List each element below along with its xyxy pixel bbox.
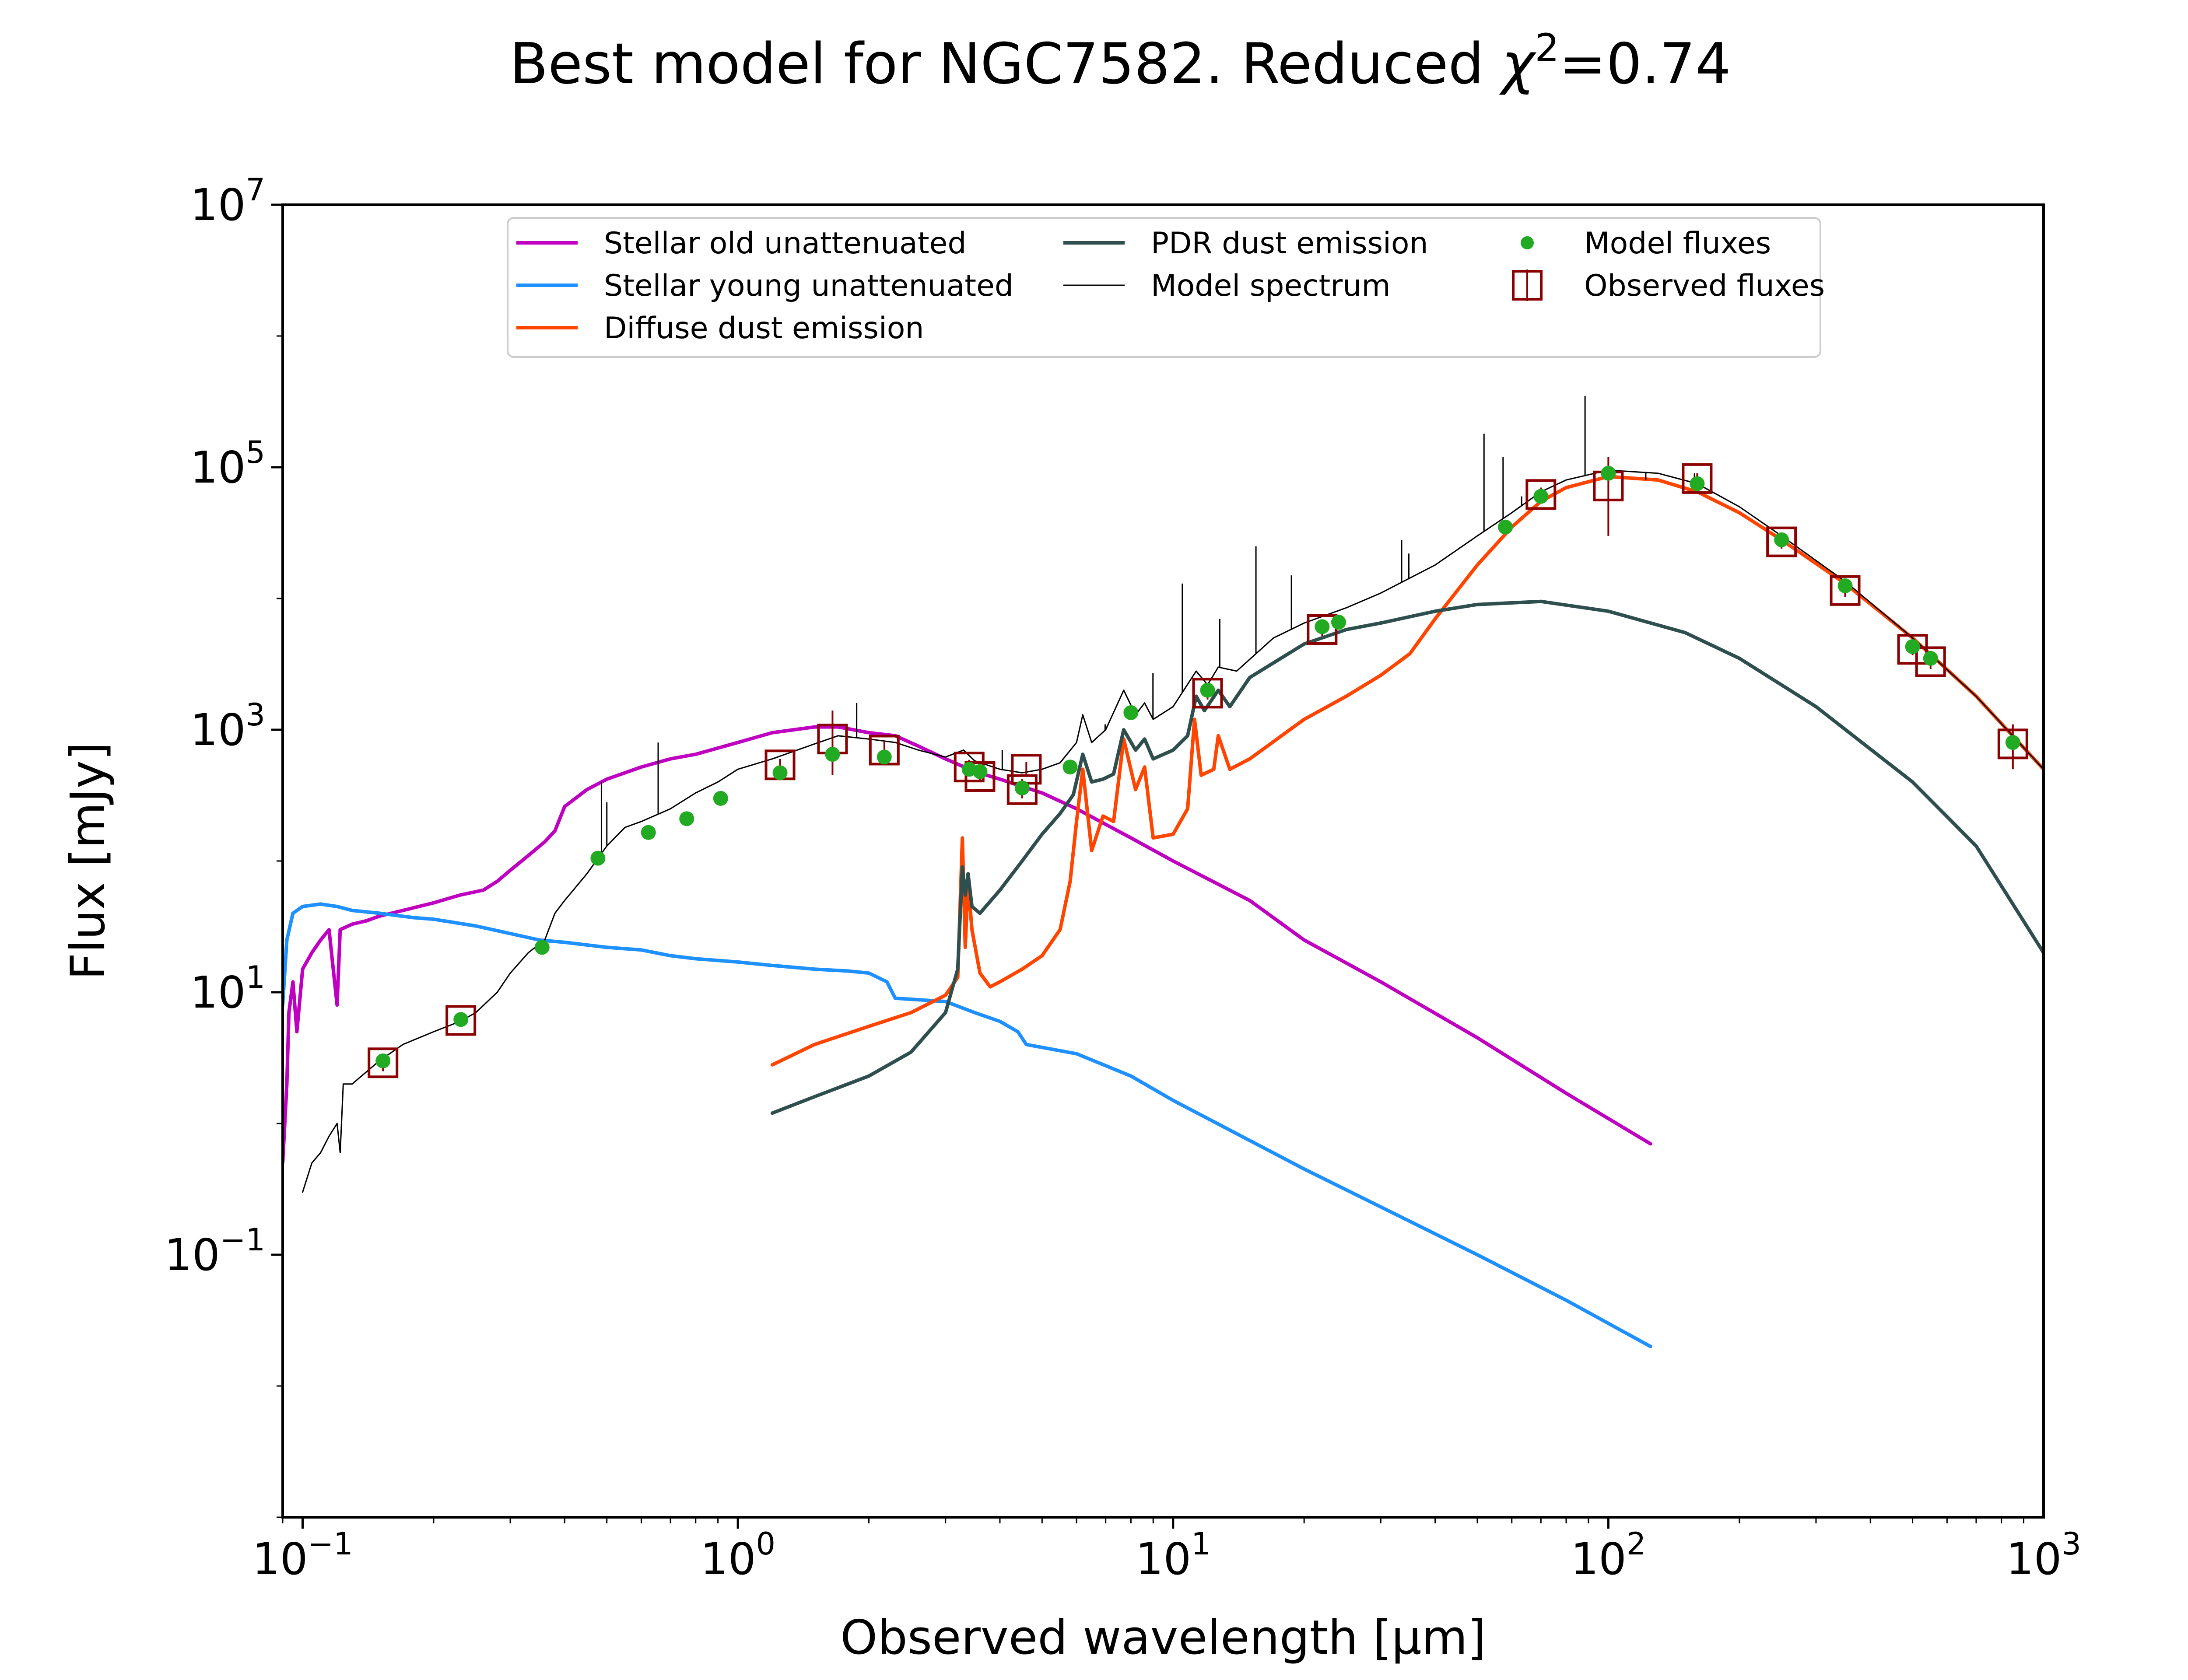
model-flux-point: [1331, 615, 1346, 630]
series-layer: [283, 469, 2044, 1348]
series-line-model: [302, 469, 2044, 1193]
observed-flux-point: [1997, 728, 2028, 760]
model-flux-point: [679, 811, 694, 826]
model-flux-point: [1690, 476, 1705, 491]
observed-flux-point: [368, 1047, 399, 1078]
legend-entry: Observed fluxes: [1512, 269, 1825, 303]
chart-title: Best model for NGC7582. Reduced χ2=0.74: [510, 25, 1731, 97]
model-flux-markers-layer: [375, 466, 2020, 1068]
observed-flux-point: [1766, 526, 1797, 557]
x-tick-label: 100: [700, 1526, 775, 1585]
x-axis-ticks: 10−1 100 101 102 103: [252, 1517, 2081, 1585]
model-flux-point: [1315, 619, 1330, 634]
x-tick-label: 103: [2006, 1526, 2081, 1585]
legend-label: Observed fluxes: [1584, 269, 1825, 303]
y-tick-label: 10−1: [165, 1222, 265, 1281]
series-line-diffuse: [770, 475, 2044, 1067]
model-flux-point: [590, 850, 606, 866]
observed-flux-markers-layer: [368, 463, 2028, 1078]
legend-label: Stellar young unattenuated: [604, 269, 1013, 303]
series-line-young: [283, 902, 1652, 1348]
model-flux-point: [1062, 760, 1078, 775]
legend: Stellar old unattenuated Stellar young un…: [507, 217, 1825, 358]
observed-flux-point: [1525, 479, 1557, 510]
x-axis-label: Observed wavelength [μm]: [840, 1610, 1486, 1665]
legend-box: [507, 217, 1821, 358]
model-flux-point: [1014, 780, 1030, 796]
legend-swatch-dot: [1521, 236, 1534, 249]
model-flux-point: [1123, 705, 1139, 720]
chart-title-prefix: Best model for NGC7582. Reduced: [510, 32, 1502, 97]
observed-flux-point: [1897, 634, 1928, 665]
emission-lines-layer: [600, 396, 1695, 854]
observed-flux-point: [1192, 678, 1223, 709]
model-flux-point: [1837, 578, 1853, 593]
model-flux-point: [1905, 639, 1920, 654]
y-tick-label: 107: [190, 172, 265, 231]
model-flux-point: [877, 749, 892, 765]
y-axis-ticks: 10−1 101 103 105 107: [165, 172, 283, 1518]
observed-flux-point: [1915, 646, 1946, 677]
plot-area: [283, 396, 2044, 1348]
legend-entry: Model fluxes: [1521, 226, 1771, 261]
legend-entry: Stellar old unattenuated: [516, 226, 967, 261]
legend-label: Model spectrum: [1151, 269, 1391, 303]
legend-label: Diffuse dust emission: [604, 311, 924, 346]
y-tick-label: 101: [190, 959, 265, 1018]
x-tick-label: 101: [1136, 1526, 1211, 1585]
observed-flux-point: [445, 1005, 477, 1036]
model-flux-point: [1923, 651, 1938, 666]
model-flux-point: [453, 1012, 469, 1027]
legend-label: Model fluxes: [1584, 226, 1771, 261]
x-tick-label: 102: [1571, 1526, 1646, 1585]
legend-entry: PDR dust emission: [1063, 226, 1428, 261]
legend-label: Stellar old unattenuated: [604, 226, 967, 261]
chart-title-chi-symbol: χ: [1499, 32, 1536, 97]
y-tick-label: 105: [190, 434, 265, 493]
model-flux-point: [1498, 519, 1513, 535]
model-flux-point: [641, 825, 656, 840]
model-flux-point: [1774, 532, 1789, 547]
y-axis-label: Flux [mJy]: [61, 742, 116, 980]
model-flux-point: [1533, 489, 1549, 504]
observed-flux-point: [1307, 614, 1338, 645]
legend-entry: Stellar young unattenuated: [516, 269, 1013, 303]
model-flux-point: [534, 940, 550, 955]
legend-entry: Model spectrum: [1063, 269, 1391, 303]
observed-flux-point: [1006, 774, 1038, 805]
model-flux-point: [972, 764, 988, 779]
legend-entry: Diffuse dust emission: [516, 311, 924, 346]
x-tick-label: 10−1: [252, 1526, 353, 1585]
observed-flux-point: [1682, 463, 1713, 494]
y-tick-label: 103: [190, 697, 265, 756]
model-flux-point: [1601, 466, 1616, 481]
model-flux-point: [772, 765, 788, 780]
observed-flux-point: [964, 761, 996, 792]
axes-frame: [281, 203, 2045, 1519]
legend-swatch-square: [1512, 270, 1543, 301]
model-flux-point: [825, 747, 840, 762]
chart-title-exponent: 2: [1535, 25, 1559, 70]
model-flux-point: [713, 791, 728, 806]
model-flux-point: [2005, 735, 2020, 750]
model-flux-point: [1200, 682, 1215, 698]
model-flux-point: [375, 1053, 391, 1068]
legend-label: PDR dust emission: [1151, 226, 1428, 261]
observed-flux-point: [1830, 575, 1861, 606]
chart-title-suffix: =0.74: [1559, 32, 1731, 97]
series-line-pdr: [770, 599, 2044, 1115]
